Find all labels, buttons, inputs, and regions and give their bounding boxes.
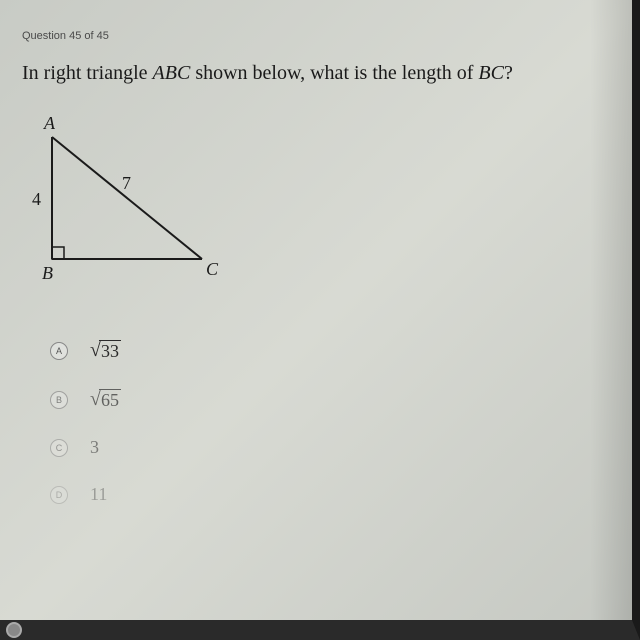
option-c-number: 3 xyxy=(90,437,99,458)
side-ac-label: 7 xyxy=(122,173,131,194)
option-d-number: 11 xyxy=(90,484,107,505)
vertex-a-label: A xyxy=(44,113,55,134)
option-c[interactable]: C 3 xyxy=(50,437,600,458)
option-b-value: √65 xyxy=(90,388,121,411)
question-page: Question 45 of 45 In right triangle ABC … xyxy=(0,0,640,551)
answer-options: A √33 B √65 C 3 D 11 xyxy=(22,339,600,505)
option-d-value: 11 xyxy=(90,484,107,505)
home-button-icon[interactable] xyxy=(6,622,22,638)
triangle-name: ABC xyxy=(153,62,191,84)
question-middle: shown below, what is the length of xyxy=(190,62,478,84)
option-b[interactable]: B √65 xyxy=(50,388,600,411)
triangle-diagram: A B C 4 7 xyxy=(22,119,242,289)
option-d[interactable]: D 11 xyxy=(50,484,600,505)
vertex-b-label: B xyxy=(42,263,53,284)
option-c-circle[interactable]: C xyxy=(50,439,68,457)
option-a[interactable]: A √33 xyxy=(50,339,600,362)
option-a-circle[interactable]: A xyxy=(50,342,68,360)
side-ab-label: 4 xyxy=(32,189,41,210)
question-counter: Question 45 of 45 xyxy=(22,30,600,42)
option-d-circle[interactable]: D xyxy=(50,486,68,504)
segment-name: BC xyxy=(478,62,504,84)
question-suffix: ? xyxy=(504,62,513,84)
option-c-value: 3 xyxy=(90,437,99,458)
option-b-number: 65 xyxy=(99,389,121,411)
option-a-number: 33 xyxy=(99,340,121,362)
question-prefix: In right triangle xyxy=(22,62,153,84)
question-text: In right triangle ABC shown below, what … xyxy=(22,60,600,87)
option-a-value: √33 xyxy=(90,339,121,362)
option-b-circle[interactable]: B xyxy=(50,391,68,409)
vertex-c-label: C xyxy=(206,259,218,280)
